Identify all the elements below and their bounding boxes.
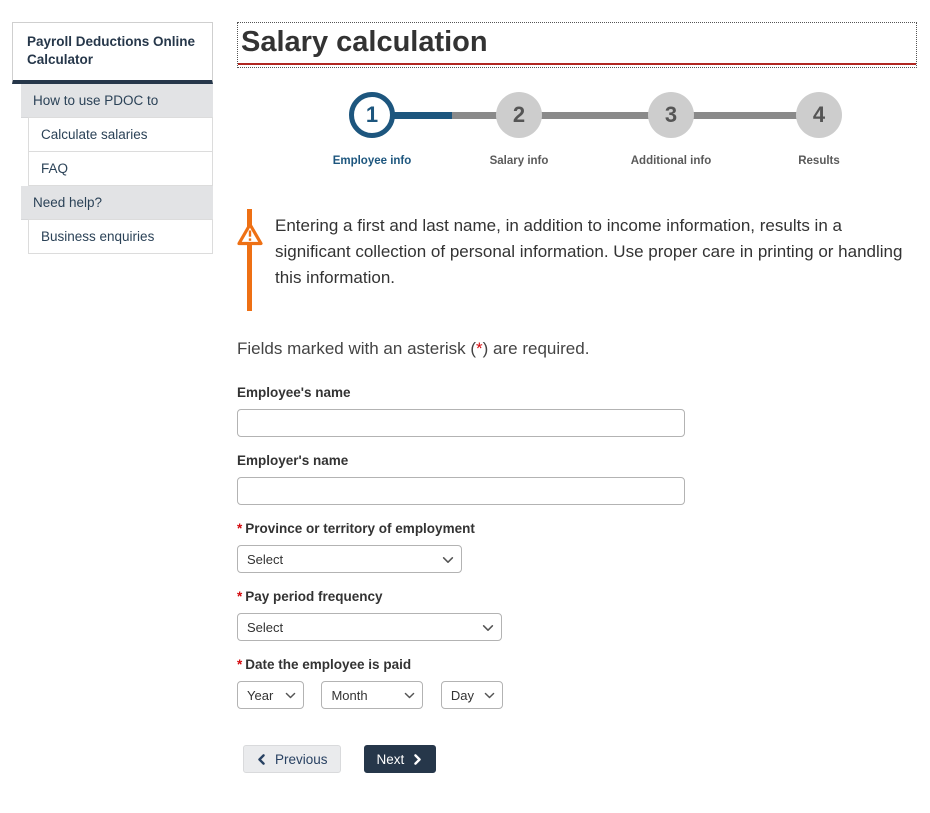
next-button-label: Next: [376, 751, 405, 767]
step-3-circle[interactable]: 3: [648, 92, 694, 138]
sidebar-item-need-help[interactable]: Need help?: [21, 185, 213, 220]
sidebar-title: Payroll Deductions Online Calculator: [12, 22, 213, 84]
wizard-buttons: Previous Next: [237, 745, 917, 773]
pay-period-group: * Pay period frequency Select: [237, 589, 917, 641]
required-asterisk: *: [237, 657, 243, 672]
employer-name-label: Employer's name: [237, 453, 349, 468]
step-1-label: Employee info: [332, 155, 412, 167]
step-1-circle[interactable]: 1: [349, 92, 395, 138]
pay-date-day-select[interactable]: Day: [440, 681, 503, 709]
employer-name-group: Employer's name: [237, 453, 917, 505]
progress-track: [372, 112, 819, 119]
next-button[interactable]: Next: [363, 745, 437, 773]
pay-date-group: * Date the employee is paid Year Month: [237, 657, 917, 709]
pay-date-year-select[interactable]: Year: [237, 681, 304, 709]
sidebar-item-calculate-salaries[interactable]: Calculate salaries: [28, 116, 213, 152]
required-note-asterisk: *: [476, 339, 483, 358]
pay-date-label: * Date the employee is paid: [237, 657, 917, 673]
step-1-number: 1: [365, 102, 379, 127]
sidebar: Payroll Deductions Online Calculator How…: [12, 22, 213, 254]
previous-button[interactable]: Previous: [243, 745, 341, 773]
pay-date-selects: Year Month Day: [237, 681, 917, 709]
employee-name-group: Employee's name: [237, 385, 917, 437]
step-indicator: 1 2 3 4 Employee info Salary info Additi…: [237, 92, 917, 180]
sidebar-item-business-enquiries[interactable]: Business enquiries: [28, 218, 213, 254]
sidebar-item-how-to-use-pdoc[interactable]: How to use PDOC to: [21, 83, 213, 118]
step-2-label: Salary info: [489, 155, 549, 167]
warning-accent-bar: [247, 209, 252, 311]
employee-name-label: Employee's name: [237, 385, 351, 400]
pay-date-month-select[interactable]: Month: [321, 681, 424, 709]
warning-text: Entering a first and last name, in addit…: [275, 216, 903, 287]
page-title-box: Salary calculation: [237, 22, 917, 68]
step-4-circle[interactable]: 4: [796, 92, 842, 138]
required-note-suffix: ) are required.: [482, 339, 590, 358]
sidebar-item-faq[interactable]: FAQ: [28, 150, 213, 186]
main-content: Salary calculation 1 2 3 4 Employee info…: [237, 20, 917, 773]
chevron-left-icon: [256, 753, 267, 766]
chevron-right-icon: [412, 753, 423, 766]
required-note-prefix: Fields marked with an asterisk (: [237, 339, 477, 358]
page-title: Salary calculation: [238, 23, 916, 65]
province-label-text: Province or territory of employment: [245, 521, 475, 536]
pay-period-label: * Pay period frequency: [237, 589, 917, 605]
required-asterisk: *: [237, 521, 243, 536]
province-select[interactable]: Select: [237, 545, 462, 573]
employee-info-form: Employee's name Employer's name * Provinc…: [237, 385, 917, 773]
sidebar-nav: How to use PDOC to Calculate salaries FA…: [12, 83, 213, 254]
previous-button-label: Previous: [275, 751, 328, 767]
pay-date-label-text: Date the employee is paid: [245, 657, 412, 672]
required-note: Fields marked with an asterisk (*) are r…: [237, 339, 917, 359]
province-label: * Province or territory of employment: [237, 521, 917, 537]
step-4-label: Results: [798, 155, 840, 167]
employee-name-input[interactable]: [237, 409, 685, 437]
progress-completed-segment: [372, 112, 452, 119]
province-group: * Province or territory of employment Sel…: [237, 521, 917, 573]
required-asterisk: *: [237, 589, 243, 604]
warning-triangle-icon: [237, 222, 263, 251]
step-2-circle[interactable]: 2: [496, 92, 542, 138]
pay-period-label-text: Pay period frequency: [245, 589, 383, 604]
step-2-number: 2: [512, 102, 526, 127]
pay-period-select[interactable]: Select: [237, 613, 502, 641]
step-4-number: 4: [812, 102, 826, 127]
step-3-label: Additional info: [630, 155, 712, 167]
step-3-number: 3: [664, 102, 678, 127]
employer-name-input[interactable]: [237, 477, 685, 505]
warning-alert: Entering a first and last name, in addit…: [237, 209, 917, 311]
